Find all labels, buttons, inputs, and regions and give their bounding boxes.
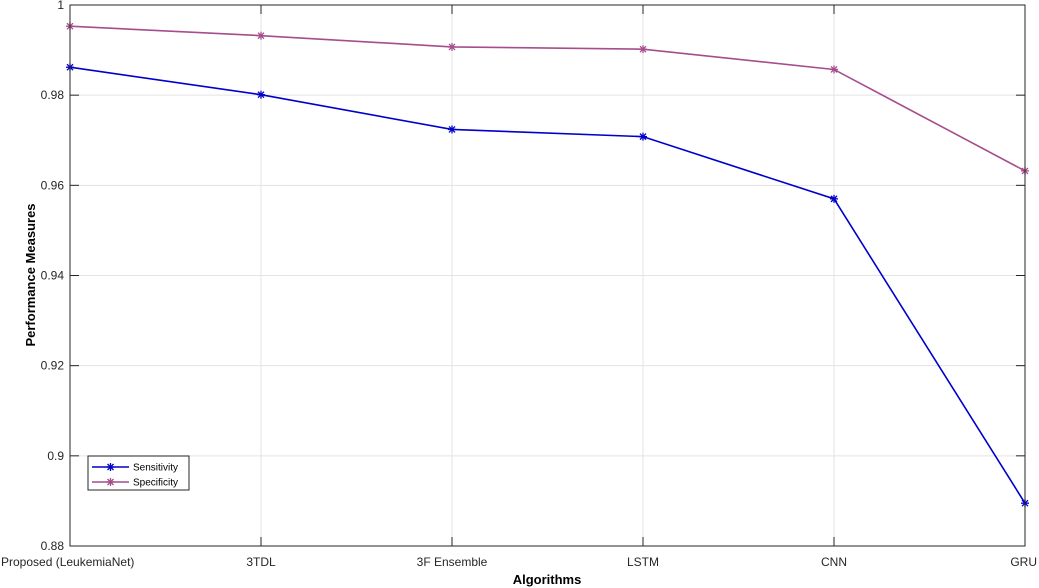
- data-point-sensitivity: [448, 125, 456, 134]
- data-point-specificity: [257, 31, 265, 40]
- series-layer: [66, 22, 1029, 508]
- y-axis-title: Performance Measures: [23, 203, 38, 346]
- x-tick-label: Proposed (LeukemiaNet): [1, 555, 134, 569]
- y-tick-label: 0.94: [41, 269, 65, 283]
- legend: Sensitivity Specificity: [87, 455, 190, 491]
- data-point-stroke: [830, 66, 838, 73]
- y-axis-ticks: 0.88 0.9 0.92 0.94 0.96 0.98 1: [41, 0, 1025, 553]
- y-tick-label: 1: [57, 0, 64, 12]
- x-tick-label: 3TDL: [246, 555, 276, 569]
- y-tick-label: 0.96: [41, 178, 65, 192]
- series-line-specificity: [69, 25, 1026, 172]
- data-point-stroke: [448, 125, 456, 133]
- x-tick-label: 3F Ensemble: [417, 555, 488, 569]
- x-axis-ticks: Proposed (LeukemiaNet) 3TDL 3F Ensemble LST…: [1, 5, 1037, 569]
- legend-marker-specificity: [106, 478, 115, 486]
- y-tick-label: 0.98: [41, 88, 65, 102]
- x-tick-label: CNN: [821, 555, 847, 569]
- data-point-stroke: [639, 45, 647, 53]
- legend-box: [87, 455, 190, 491]
- data-point-sensitivity: [639, 132, 647, 141]
- plot-frame: [69, 4, 1026, 547]
- data-point-stroke: [448, 43, 456, 51]
- x-axis-title: Algorithms: [513, 572, 582, 587]
- x-tick-label: GRU: [1010, 555, 1037, 569]
- data-point-stroke: [830, 195, 838, 203]
- legend-label-sensitivity: Sensitivity: [133, 463, 178, 474]
- legend-marker-sensitivity: [106, 463, 115, 471]
- data-point-sensitivity: [257, 90, 265, 99]
- data-point-stroke: [639, 133, 647, 141]
- data-point-specificity: [448, 42, 456, 51]
- y-tick-label: 0.9: [47, 449, 64, 463]
- data-point-stroke: [107, 478, 114, 486]
- data-point-specificity: [830, 65, 838, 74]
- data-point-stroke: [257, 32, 265, 40]
- x-tick-label: LSTM: [627, 555, 659, 569]
- legend-label-specificity: Specificity: [133, 478, 178, 489]
- data-point-stroke: [107, 463, 114, 471]
- y-tick-label: 0.92: [41, 359, 65, 373]
- data-point-sensitivity: [830, 194, 838, 203]
- y-tick-label: 0.88: [41, 539, 65, 553]
- data-point-stroke: [257, 91, 265, 99]
- grid-lines: [70, 5, 1025, 546]
- series-line-sensitivity: [69, 66, 1026, 504]
- data-point-specificity: [639, 45, 647, 54]
